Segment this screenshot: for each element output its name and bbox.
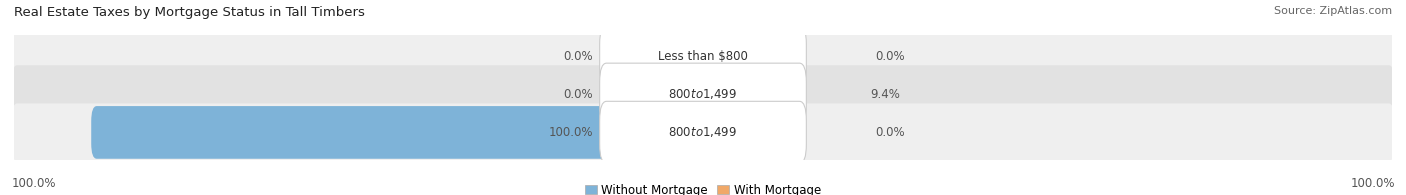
Text: 0.0%: 0.0%	[564, 88, 593, 101]
Text: 100.0%: 100.0%	[548, 126, 593, 139]
Text: Real Estate Taxes by Mortgage Status in Tall Timbers: Real Estate Taxes by Mortgage Status in …	[14, 6, 366, 19]
Text: 0.0%: 0.0%	[876, 50, 905, 63]
FancyBboxPatch shape	[644, 72, 707, 117]
FancyBboxPatch shape	[13, 65, 1393, 123]
FancyBboxPatch shape	[699, 110, 762, 155]
FancyBboxPatch shape	[599, 25, 807, 87]
FancyBboxPatch shape	[697, 68, 765, 121]
FancyBboxPatch shape	[644, 34, 707, 79]
Text: $800 to $1,499: $800 to $1,499	[668, 87, 738, 101]
Text: 0.0%: 0.0%	[564, 50, 593, 63]
Text: Source: ZipAtlas.com: Source: ZipAtlas.com	[1274, 6, 1392, 16]
FancyBboxPatch shape	[699, 34, 762, 79]
FancyBboxPatch shape	[13, 103, 1393, 161]
Text: $800 to $1,499: $800 to $1,499	[668, 125, 738, 139]
Text: 9.4%: 9.4%	[870, 88, 900, 101]
Legend: Without Mortgage, With Mortgage: Without Mortgage, With Mortgage	[581, 179, 825, 195]
Text: 100.0%: 100.0%	[1350, 177, 1395, 190]
FancyBboxPatch shape	[599, 101, 807, 164]
FancyBboxPatch shape	[599, 63, 807, 125]
Text: 0.0%: 0.0%	[876, 126, 905, 139]
Text: Less than $800: Less than $800	[658, 50, 748, 63]
FancyBboxPatch shape	[91, 106, 709, 159]
FancyBboxPatch shape	[13, 27, 1393, 85]
Text: 100.0%: 100.0%	[11, 177, 56, 190]
